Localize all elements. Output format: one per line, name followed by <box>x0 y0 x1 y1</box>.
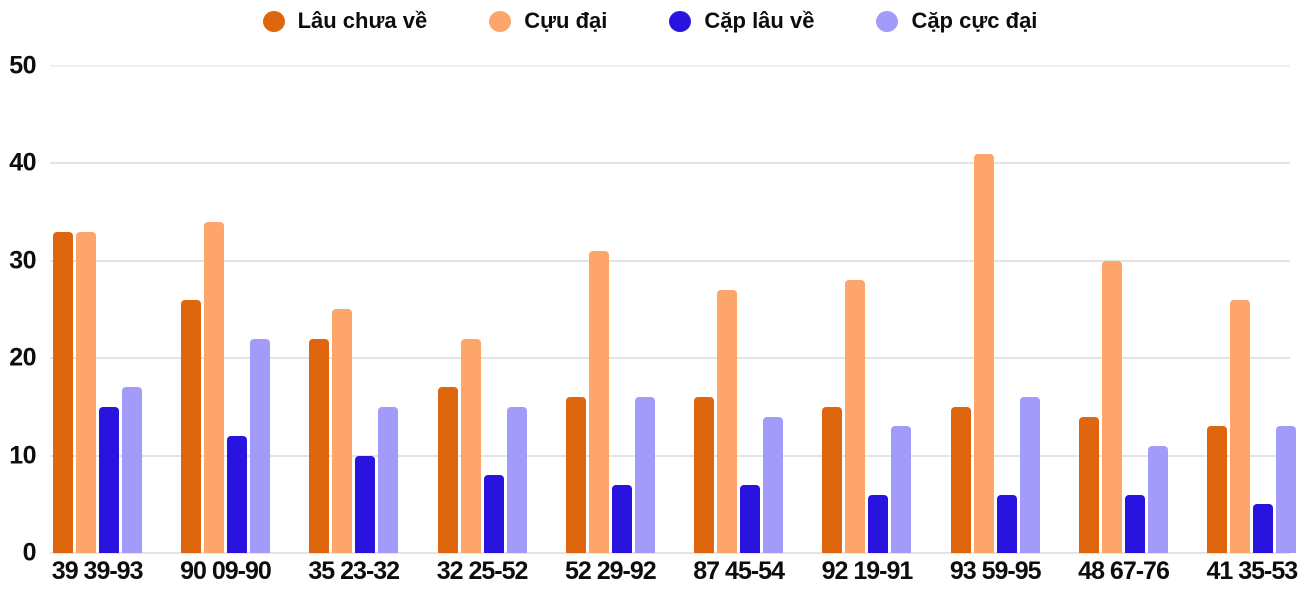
legend-marker-circle-icon <box>669 10 692 32</box>
x-tick-label: 39 39-93 <box>51 557 144 585</box>
bar-group-7 <box>931 66 1059 553</box>
bar-cặp-cực-đại-7[interactable] <box>1019 397 1040 553</box>
bar-cặp-cực-đại-8[interactable] <box>1148 446 1169 553</box>
gridline <box>50 65 1290 67</box>
legend-label: Lâu chưa về <box>297 8 428 33</box>
gridline <box>50 552 1290 554</box>
bar-cựu-đại-8[interactable] <box>1102 261 1123 553</box>
bar-cặp-cực-đại-9[interactable] <box>1276 426 1297 553</box>
bar-cặp-cực-đại-4[interactable] <box>634 397 655 553</box>
bar-group-3 <box>418 66 546 553</box>
bar-cặp-cực-đại-5[interactable] <box>763 417 784 553</box>
bar-lâu-chưa-về-7[interactable] <box>950 407 971 553</box>
legend-label: Cựu đại <box>524 8 608 33</box>
bar-lâu-chưa-về-1[interactable] <box>180 300 201 553</box>
legend-marker-circle-icon <box>489 10 512 32</box>
gridline <box>50 454 1290 457</box>
bar-lâu-chưa-về-6[interactable] <box>822 407 843 553</box>
y-tick-label: 30 <box>9 246 36 275</box>
bar-group-6 <box>803 66 931 553</box>
x-tick-label: 32 25-52 <box>436 557 529 585</box>
bar-cặp-lâu-về-8[interactable] <box>1125 495 1146 553</box>
y-axis-labels: 0 10 20 30 40 50 <box>0 0 36 600</box>
bar-cặp-lâu-về-9[interactable] <box>1253 504 1274 553</box>
gridline <box>50 162 1290 165</box>
bar-cựu-đại-3[interactable] <box>460 339 481 553</box>
bar-lâu-chưa-về-3[interactable] <box>437 387 458 553</box>
plot-area <box>33 66 1300 553</box>
bar-cặp-cực-đại-2[interactable] <box>378 407 399 553</box>
bar-group-8 <box>1059 66 1187 553</box>
x-tick-label: 92 19-91 <box>821 557 914 585</box>
bar-cặp-lâu-về-3[interactable] <box>483 475 504 553</box>
bar-cặp-lâu-về-6[interactable] <box>868 495 889 553</box>
bar-cặp-lâu-về-4[interactable] <box>611 485 632 553</box>
bar-cặp-cực-đại-0[interactable] <box>121 387 142 553</box>
bar-lâu-chưa-về-4[interactable] <box>565 397 586 553</box>
x-tick-label: 87 45-54 <box>693 557 785 585</box>
bar-group-9 <box>1188 66 1300 553</box>
bar-group-1 <box>161 66 289 553</box>
legend-label: Cặp cực đại <box>911 8 1038 33</box>
bar-group-0 <box>33 66 161 553</box>
legend-item-1[interactable]: Cựu đại <box>489 8 607 34</box>
y-tick-label: 50 <box>9 51 36 80</box>
x-tick-label: 41 35-53 <box>1206 557 1298 585</box>
bar-lâu-chưa-về-5[interactable] <box>694 397 715 553</box>
x-tick-label: 52 29-92 <box>564 557 657 585</box>
x-tick-label: 48 67-76 <box>1078 557 1170 585</box>
x-axis-labels: 39 39-93 90 09-90 35 23-32 32 25-52 52 29-92… <box>33 557 1300 586</box>
bar-group-4 <box>546 66 674 553</box>
legend-item-2[interactable]: Cặp lâu về <box>669 8 814 34</box>
bar-cặp-cực-đại-1[interactable] <box>249 339 270 553</box>
chart-legend: Lâu chưa về Cựu đại Cặp lâu về Cặp cực đại <box>0 4 1300 38</box>
gridline <box>50 357 1290 360</box>
bar-cựu-đại-2[interactable] <box>332 309 353 553</box>
bar-cựu-đại-0[interactable] <box>75 232 96 553</box>
bar-cựu-đại-1[interactable] <box>203 222 224 553</box>
bar-group-5 <box>674 66 802 553</box>
bar-cặp-cực-đại-6[interactable] <box>891 426 912 553</box>
bar-cặp-lâu-về-5[interactable] <box>740 485 761 553</box>
x-tick-label: 90 09-90 <box>180 557 272 585</box>
legend-item-0[interactable]: Lâu chưa về <box>262 8 428 34</box>
bar-cặp-cực-đại-3[interactable] <box>506 407 527 553</box>
bar-cựu-đại-7[interactable] <box>973 154 994 553</box>
gridlines <box>50 0 1290 600</box>
legend-item-3[interactable]: Cặp cực đại <box>876 8 1037 34</box>
bar-lâu-chưa-về-8[interactable] <box>1079 417 1100 553</box>
x-tick-label: 35 23-32 <box>308 557 400 585</box>
y-tick-label: 10 <box>9 441 36 470</box>
bar-cặp-lâu-về-0[interactable] <box>98 407 119 553</box>
gridline <box>50 259 1290 262</box>
y-tick-label: 0 <box>22 538 37 567</box>
bar-cặp-lâu-về-1[interactable] <box>226 436 247 553</box>
bar-group-2 <box>290 66 418 553</box>
x-tick-label: 93 59-95 <box>949 557 1042 585</box>
bar-lâu-chưa-về-9[interactable] <box>1207 426 1228 553</box>
bar-lâu-chưa-về-2[interactable] <box>309 339 330 553</box>
bar-cựu-đại-6[interactable] <box>845 280 866 553</box>
bar-cặp-lâu-về-7[interactable] <box>996 495 1017 553</box>
y-tick-label: 20 <box>9 343 36 372</box>
y-tick-label: 40 <box>9 148 36 177</box>
bar-cựu-đại-9[interactable] <box>1230 300 1251 553</box>
legend-label: Cặp lâu về <box>704 8 815 33</box>
bar-cựu-đại-4[interactable] <box>588 251 609 553</box>
legend-marker-circle-icon <box>876 10 899 32</box>
bar-lâu-chưa-về-0[interactable] <box>52 232 73 553</box>
bar-cặp-lâu-về-2[interactable] <box>355 456 376 553</box>
legend-marker-circle-icon <box>262 10 285 32</box>
bar-cựu-đại-5[interactable] <box>717 290 738 553</box>
